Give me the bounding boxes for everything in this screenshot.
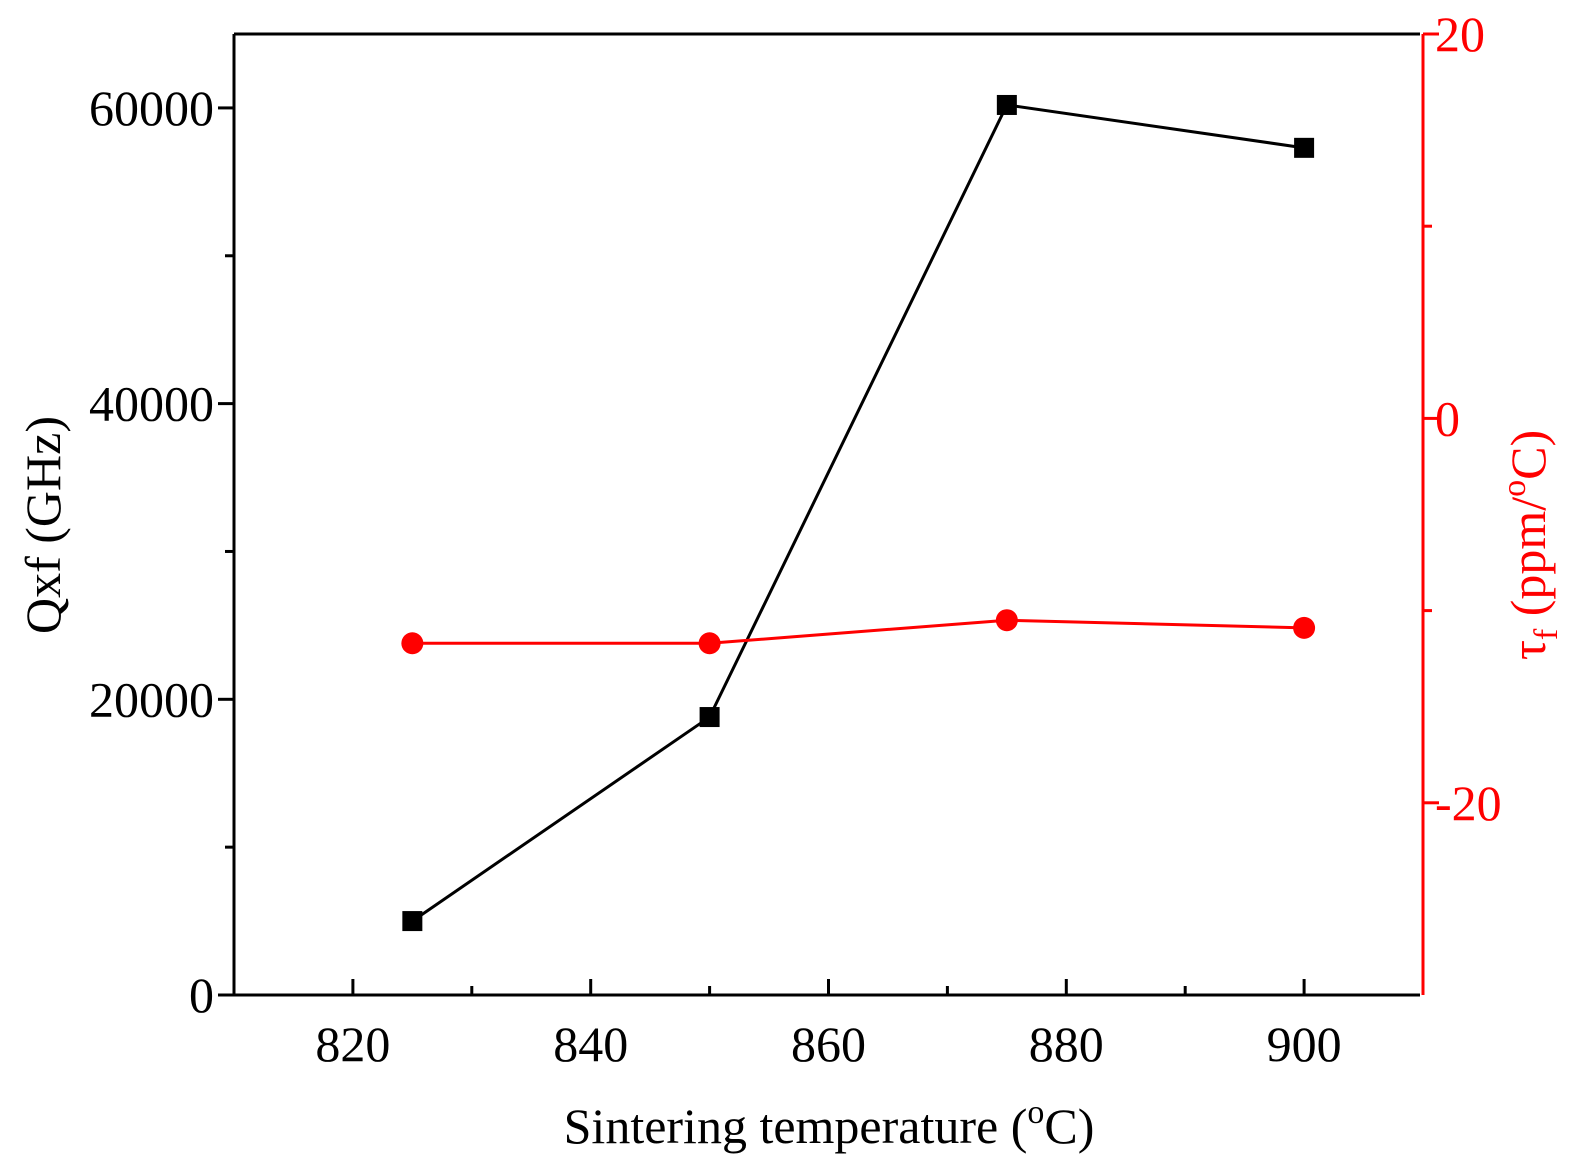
left-tick-label: 60000 <box>89 80 214 136</box>
right-tick-label: 0 <box>1435 390 1460 446</box>
plot-frame <box>232 32 1425 997</box>
right-tick-label: 20 <box>1435 6 1485 62</box>
x-axis-title: Sintering temperature (oC) <box>564 1094 1095 1154</box>
x-tick-label: 840 <box>553 1016 628 1072</box>
x-tick-label: 900 <box>1267 1016 1342 1072</box>
series-layer <box>401 94 1316 932</box>
right-axis-title: τf (ppm/oC) <box>1496 430 1565 660</box>
x-axis-title-end: C) <box>1044 1098 1094 1154</box>
data-point-tau_f <box>401 632 424 655</box>
right-axis-title-sub: f <box>1528 628 1565 640</box>
x-tick-label: 860 <box>791 1016 866 1072</box>
data-point-tau_f <box>1293 616 1316 639</box>
x-axis-title-sup: o <box>1027 1094 1044 1131</box>
ticks: 820 840 860 880 900 0 20000 40000 60000 -20 0 20 <box>89 6 1502 1072</box>
series-line-tau_f <box>412 618 1305 645</box>
x-tick-label: 820 <box>315 1016 390 1072</box>
right-axis-title-sup: o <box>1496 480 1533 497</box>
left-tick-label: 20000 <box>89 671 214 727</box>
data-point-Qxf <box>1294 137 1315 158</box>
data-point-Qxf <box>402 911 423 932</box>
right-tick-label: -20 <box>1435 775 1502 831</box>
x-tick-label: 880 <box>1029 1016 1104 1072</box>
x-axis-title-main: Sintering temperature ( <box>564 1098 1028 1154</box>
data-point-tau_f <box>995 609 1018 632</box>
left-tick-label: 0 <box>189 967 214 1023</box>
left-tick-label: 40000 <box>89 376 214 432</box>
series-line-Qxf <box>411 103 1305 923</box>
right-axis-title-end: C) <box>1500 430 1556 480</box>
data-point-Qxf <box>996 94 1017 115</box>
data-point-Qxf <box>699 707 720 728</box>
data-point-tau_f <box>698 632 721 655</box>
right-axis-title-rest: (ppm/ <box>1500 497 1556 629</box>
left-axis-title: Qxf (GHz) <box>15 416 71 634</box>
right-axis-title-symbol: τ <box>1500 640 1556 660</box>
